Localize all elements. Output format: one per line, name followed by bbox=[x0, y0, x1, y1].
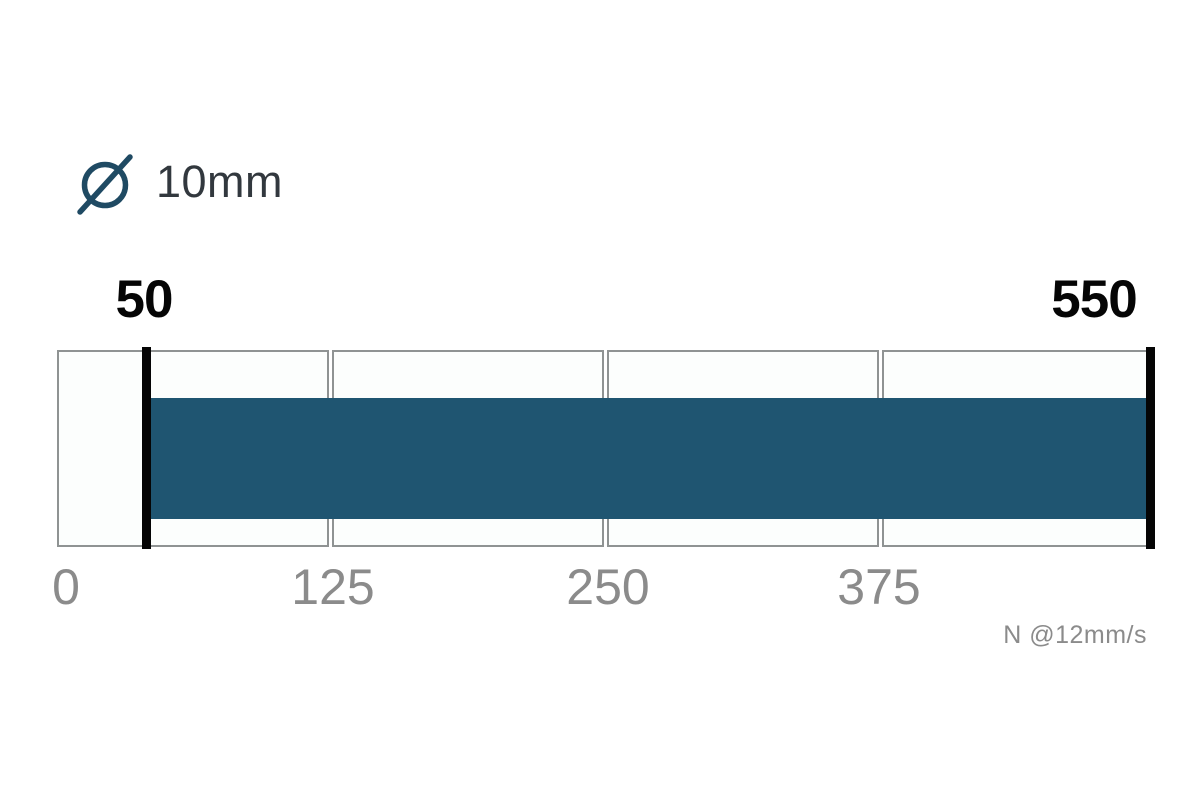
max-marker bbox=[1146, 347, 1155, 549]
unit-label: N @12mm/s bbox=[1003, 621, 1147, 649]
tick-label-375: 375 bbox=[837, 559, 921, 615]
range-max-label: 550 bbox=[1051, 270, 1137, 329]
tick-label-250: 250 bbox=[566, 559, 650, 615]
gauge-value-bar bbox=[150, 398, 1146, 519]
min-marker bbox=[142, 347, 151, 549]
tick-label-125: 125 bbox=[291, 559, 375, 615]
diameter-annotation: 10mm bbox=[76, 148, 283, 218]
tick-label-0: 0 bbox=[52, 559, 80, 615]
diameter-icon bbox=[77, 154, 133, 215]
diameter-value: 10mm bbox=[156, 155, 284, 207]
range-min-label: 50 bbox=[115, 270, 174, 329]
